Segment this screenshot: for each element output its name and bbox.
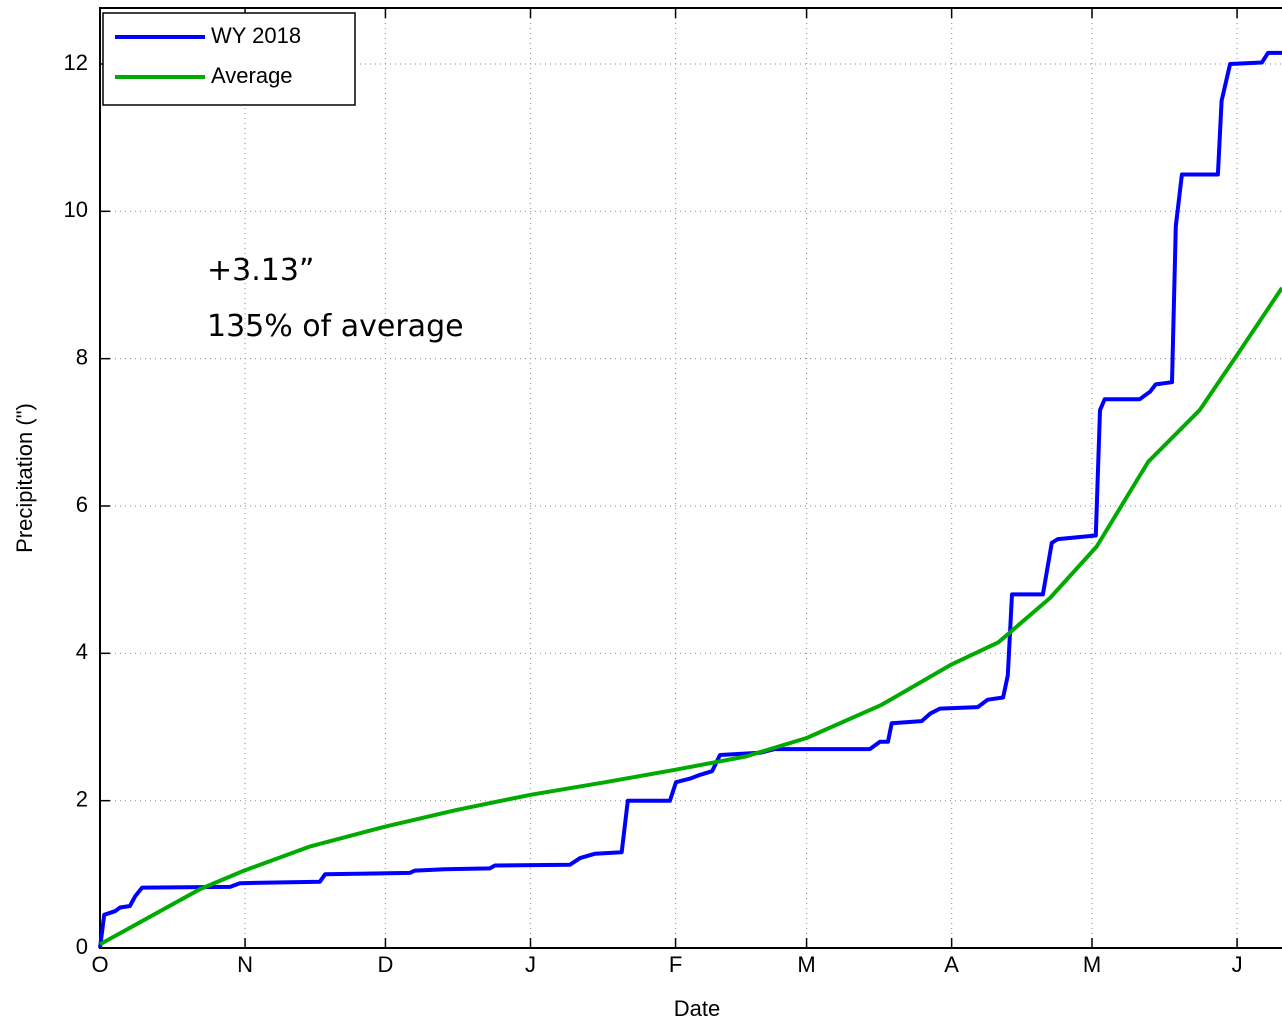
data-line <box>99 286 1282 947</box>
x-axis-label: Date <box>674 996 720 1021</box>
x-tick-label: F <box>669 952 682 977</box>
annotation: 135% of average <box>207 309 464 344</box>
y-tick-label: 8 <box>76 344 88 369</box>
y-axis-label: Precipitation (") <box>12 403 37 553</box>
legend-label: Average <box>211 63 293 88</box>
y-tick-label: 12 <box>64 50 88 75</box>
data-line <box>98 50 1282 949</box>
y-tick-label: 6 <box>76 492 88 517</box>
x-tick-label: N <box>237 952 253 977</box>
legend-label: WY 2018 <box>211 23 301 48</box>
y-tick-label: 10 <box>64 197 88 222</box>
y-tick-label: 0 <box>76 934 88 959</box>
x-tick-label: A <box>944 952 959 977</box>
x-tick-label: J <box>525 952 536 977</box>
x-tick-label: O <box>91 952 108 977</box>
legend-box <box>102 12 356 106</box>
y-tick-label: 2 <box>76 786 88 811</box>
legend: WY 2018 Average <box>102 12 356 106</box>
x-tick-label: M <box>1083 952 1101 977</box>
axis-frame <box>99 7 1282 949</box>
x-tick-label: D <box>377 952 393 977</box>
x-tick-label: M <box>797 952 815 977</box>
y-tick-label: 4 <box>76 639 88 664</box>
x-tick-label: J <box>1232 952 1243 977</box>
annotation: +3.13” <box>207 253 314 288</box>
